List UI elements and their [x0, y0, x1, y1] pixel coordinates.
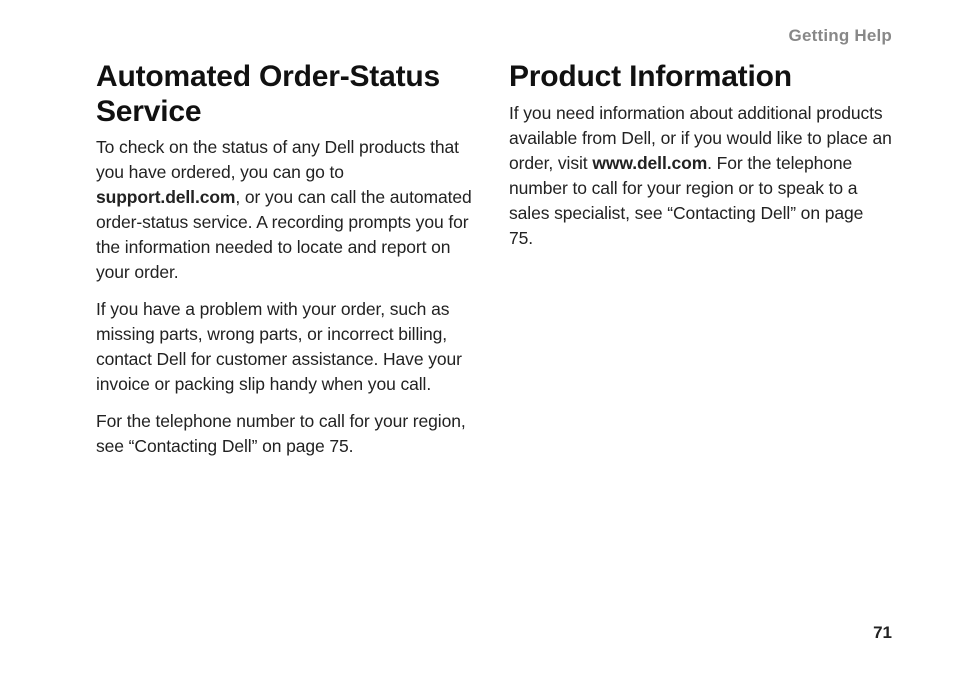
left-paragraph-2: If you have a problem with your order, s…	[96, 297, 479, 397]
text-run: To check on the status of any Dell produ…	[96, 137, 459, 182]
right-paragraph-1: If you need information about additional…	[509, 101, 892, 251]
page-number: 71	[873, 623, 892, 643]
left-paragraph-1: To check on the status of any Dell produ…	[96, 135, 479, 285]
left-heading: Automated Order-Status Service	[96, 60, 479, 129]
bold-url: www.dell.com	[592, 153, 707, 173]
bold-url: support.dell.com	[96, 187, 235, 207]
right-column: Product Information If you need informat…	[509, 60, 892, 471]
document-page: Getting Help Automated Order-Status Serv…	[0, 0, 954, 677]
content-columns: Automated Order-Status Service To check …	[96, 60, 892, 471]
left-paragraph-3: For the telephone number to call for you…	[96, 409, 479, 459]
left-column: Automated Order-Status Service To check …	[96, 60, 479, 471]
right-heading: Product Information	[509, 60, 892, 95]
section-header: Getting Help	[789, 26, 892, 46]
